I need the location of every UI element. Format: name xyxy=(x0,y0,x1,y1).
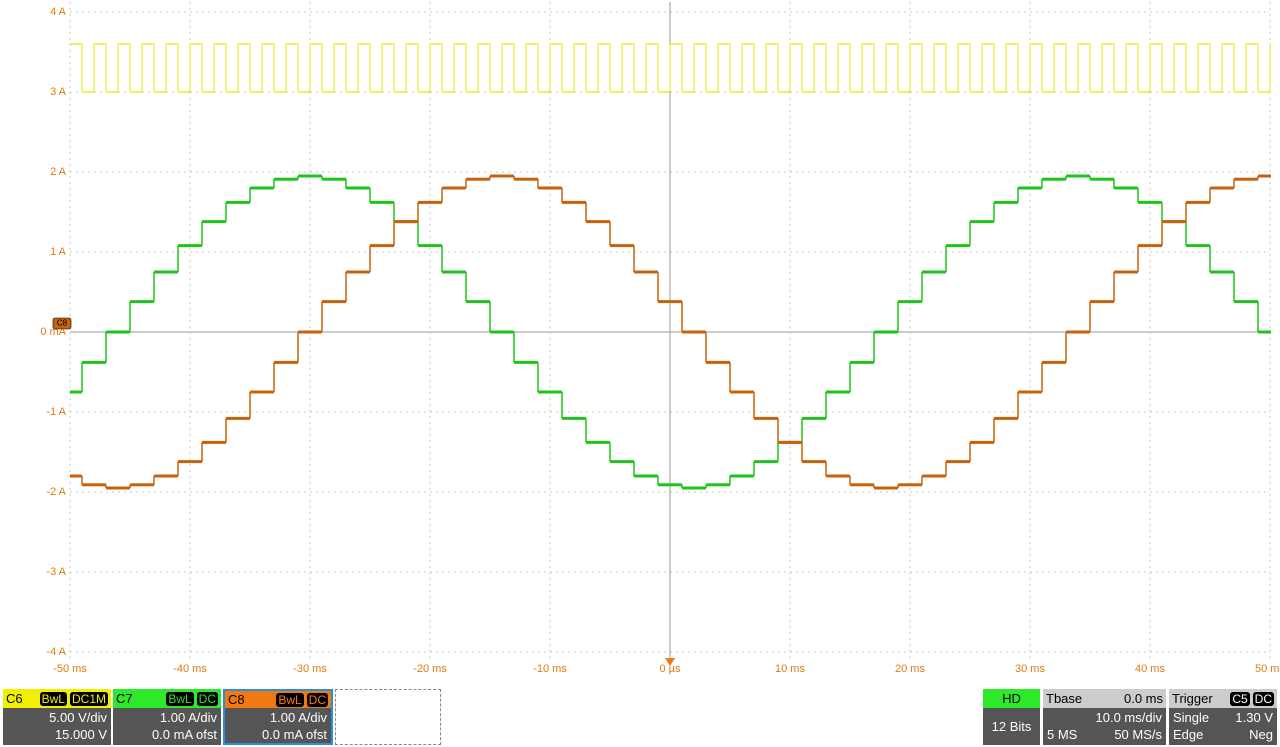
scale: 5.00 V/div xyxy=(49,710,107,725)
trigger-box[interactable]: Trigger C5 DC Single 1.30 V Edge Neg xyxy=(1169,689,1277,745)
channel-header: C6 BwL DC1M xyxy=(3,689,111,708)
channel-box[interactable]: C7 BwL DC 1.00 A/div 0.0 mA ofst xyxy=(113,689,221,745)
channel-name: C8 xyxy=(228,692,245,707)
x-tick-label: 50 ms xyxy=(1255,663,1280,675)
y-tick-label: -2 A xyxy=(46,486,66,498)
trace xyxy=(70,43,1271,93)
ground-marker-label: C8 xyxy=(57,319,68,328)
offset: 15.000 V xyxy=(54,727,107,742)
timebase-body: 10.0 ms/div 5 MS 50 MS/s xyxy=(1043,708,1166,745)
x-tick-label: -10 ms xyxy=(533,663,567,675)
x-tick-label: 40 ms xyxy=(1135,663,1165,675)
label: Tbase xyxy=(1046,691,1083,706)
x-tick-label: 0 µs xyxy=(659,663,681,675)
trigger-body: Single 1.30 V Edge Neg xyxy=(1169,708,1277,745)
x-tick-label: 20 ms xyxy=(895,663,925,675)
badge: DC xyxy=(306,692,328,707)
mode: HD xyxy=(983,689,1040,708)
channel-body: 1.00 A/div 0.0 mA ofst xyxy=(113,708,221,745)
x-tick-label: 10 ms xyxy=(775,663,805,675)
channel-body: 1.00 A/div 0.0 mA ofst xyxy=(225,708,331,743)
timebase-box[interactable]: Tbase 0.0 ms 10.0 ms/div 5 MS 50 MS/s xyxy=(1043,689,1166,745)
level: 1.30 V xyxy=(1235,710,1273,725)
channel-box[interactable]: C6 BwL DC1M 5.00 V/div 15.000 V xyxy=(3,689,111,745)
offset: 0.0 mA ofst xyxy=(261,727,327,742)
x-tick-label: -50 ms xyxy=(53,663,87,675)
badge: DC xyxy=(196,691,218,706)
x-tick-label: -20 ms xyxy=(413,663,447,675)
trigger-header: Trigger C5 DC xyxy=(1169,689,1277,708)
delay: 0.0 ms xyxy=(1123,691,1163,706)
badge: DC1M xyxy=(69,691,108,706)
offset: 0.0 mA ofst xyxy=(151,727,217,742)
slope: Neg xyxy=(1249,727,1273,742)
y-tick-label: 4 A xyxy=(50,6,67,18)
x-tick-label: -40 ms xyxy=(173,663,207,675)
memory: 5 MS xyxy=(1047,727,1078,742)
y-tick-label: -3 A xyxy=(46,566,66,578)
y-tick-label: -4 A xyxy=(46,646,66,658)
type: Edge xyxy=(1173,727,1204,742)
y-tick-label: 3 A xyxy=(50,86,67,98)
acquisition-box[interactable]: HD 12 Bits xyxy=(983,689,1040,745)
x-tick-label: -30 ms xyxy=(293,663,327,675)
channel-header: C8 BwL DC xyxy=(225,691,331,708)
label: Trigger xyxy=(1172,691,1213,706)
scale: 10.0 ms/div xyxy=(1095,710,1162,725)
mode: Single xyxy=(1173,710,1210,725)
badge: BwL xyxy=(166,691,194,706)
trace xyxy=(70,174,1271,490)
row: 5 MS 50 MS/s xyxy=(1047,726,1162,743)
bits: 12 Bits xyxy=(983,708,1040,745)
badge: C5 xyxy=(1230,691,1250,706)
badge: BwL xyxy=(39,691,67,706)
row: Edge Neg xyxy=(1173,726,1273,743)
channel-box[interactable]: C8 BwL DC 1.00 A/div 0.0 mA ofst xyxy=(223,689,333,745)
channel-body: 5.00 V/div 15.000 V xyxy=(3,708,111,745)
empty-slot[interactable] xyxy=(335,689,441,745)
y-tick-label: 1 A xyxy=(50,246,67,258)
channel-name: C6 xyxy=(6,691,23,706)
channel-header: C7 BwL DC xyxy=(113,689,221,708)
y-tick-label: 2 A xyxy=(50,166,67,178)
trigger-marker xyxy=(665,658,675,666)
trace xyxy=(70,174,1271,490)
row: Single 1.30 V xyxy=(1173,709,1273,726)
timebase-header: Tbase 0.0 ms xyxy=(1043,689,1166,708)
scale: 1.00 A/div xyxy=(269,710,327,725)
ground-marker xyxy=(52,317,72,330)
badge: DC xyxy=(1252,691,1274,706)
badge: BwL xyxy=(276,692,304,707)
channel-name: C7 xyxy=(116,691,133,706)
scale: 1.00 A/div xyxy=(159,710,217,725)
y-tick-label: -1 A xyxy=(46,406,66,418)
waveform-display: 4 A3 A2 A1 A0 mA-1 A-2 A-3 A-4 A-50 ms -4… xyxy=(40,2,1280,675)
x-tick-label: 30 ms xyxy=(1015,663,1045,675)
rate: 50 MS/s xyxy=(1114,727,1162,742)
